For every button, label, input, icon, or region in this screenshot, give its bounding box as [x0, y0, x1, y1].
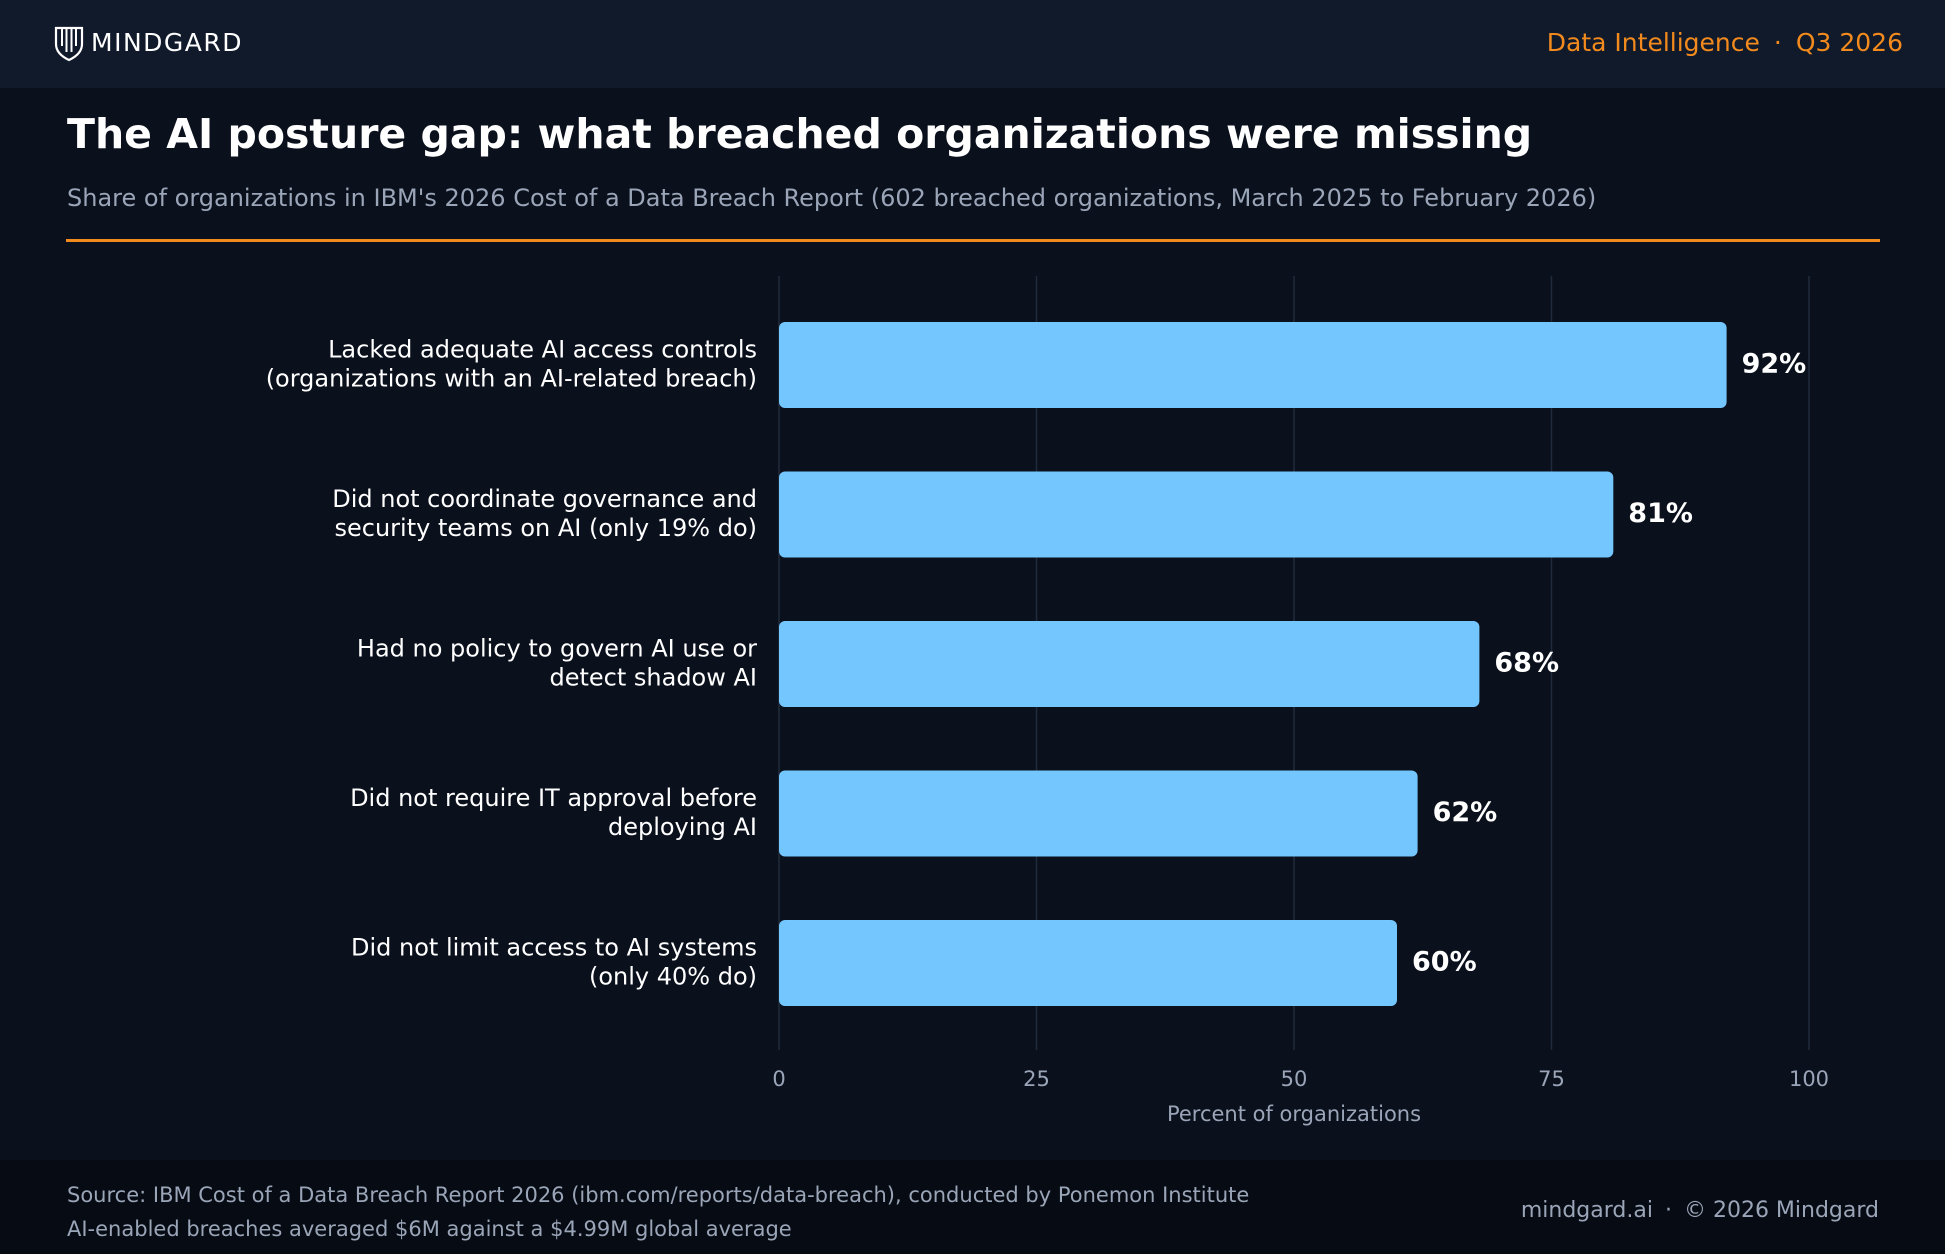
chart-subtitle: Share of organizations in IBM's 2026 Cos…: [67, 184, 1597, 212]
source-note: Source: IBM Cost of a Data Breach Report…: [67, 1183, 1250, 1207]
category-label: Did not coordinate governance and: [332, 485, 757, 513]
mindgard-shield-logo-icon: [54, 26, 84, 62]
value-label: 81%: [1628, 498, 1693, 529]
value-label: 92%: [1742, 349, 1807, 380]
bar: [779, 621, 1480, 707]
bar-chart: 0 25 50 75 100 92% Lacked adequate AI access c…: [266, 276, 1829, 1126]
credit-separator: ·: [1664, 1198, 1672, 1223]
x-tick-label: 0: [772, 1067, 785, 1091]
value-label: 68%: [1494, 648, 1559, 679]
footer: Source: IBM Cost of a Data Breach Report…: [0, 1160, 1945, 1254]
category-label: Did not limit access to AI systems: [351, 934, 757, 962]
category-label: Lacked adequate AI access controls: [328, 336, 757, 364]
x-axis-label: Percent of organizations: [1167, 1102, 1421, 1126]
site-link[interactable]: mindgard.ai: [1520, 1198, 1653, 1223]
x-tick-label: 50: [1281, 1067, 1308, 1091]
x-tick-label: 100: [1789, 1067, 1829, 1091]
category-label: Did not require IT approval before: [350, 784, 757, 812]
category-label: security teams on AI (only 19% do): [334, 514, 757, 542]
brand-name: MINDGARD: [91, 28, 243, 57]
kicker-separator: ·: [1773, 28, 1782, 57]
x-tick-label: 25: [1023, 1067, 1050, 1091]
category-label: (only 40% do): [589, 963, 757, 991]
period-label: Q3 2026: [1795, 28, 1903, 57]
average-note: AI-enabled breaches averaged $6M against…: [67, 1217, 792, 1241]
bar: [779, 920, 1397, 1006]
bar: [779, 322, 1727, 408]
bar: [779, 471, 1614, 558]
category-label: (organizations with an AI-related breach…: [266, 365, 757, 393]
copyright: © 2026 Mindgard: [1683, 1198, 1879, 1223]
category-label: Had no policy to govern AI use or: [357, 635, 757, 663]
top-bar: MINDGARD Data Intelligence · Q3 2026: [0, 0, 1945, 88]
chart-title: The AI posture gap: what breached organi…: [67, 110, 1533, 158]
category-label: detect shadow AI: [549, 664, 757, 692]
accent-divider: [66, 239, 1880, 242]
section-label: Data Intelligence: [1546, 28, 1760, 57]
report-kicker: Data Intelligence · Q3 2026: [1547, 25, 1903, 61]
bar: [779, 770, 1418, 857]
value-label: 62%: [1433, 797, 1498, 828]
value-label: 60%: [1412, 947, 1477, 978]
footer-credit: mindgard.ai · © 2026 Mindgard: [1521, 1196, 1879, 1226]
x-tick-label: 75: [1538, 1067, 1565, 1091]
category-label: deploying AI: [608, 813, 757, 841]
